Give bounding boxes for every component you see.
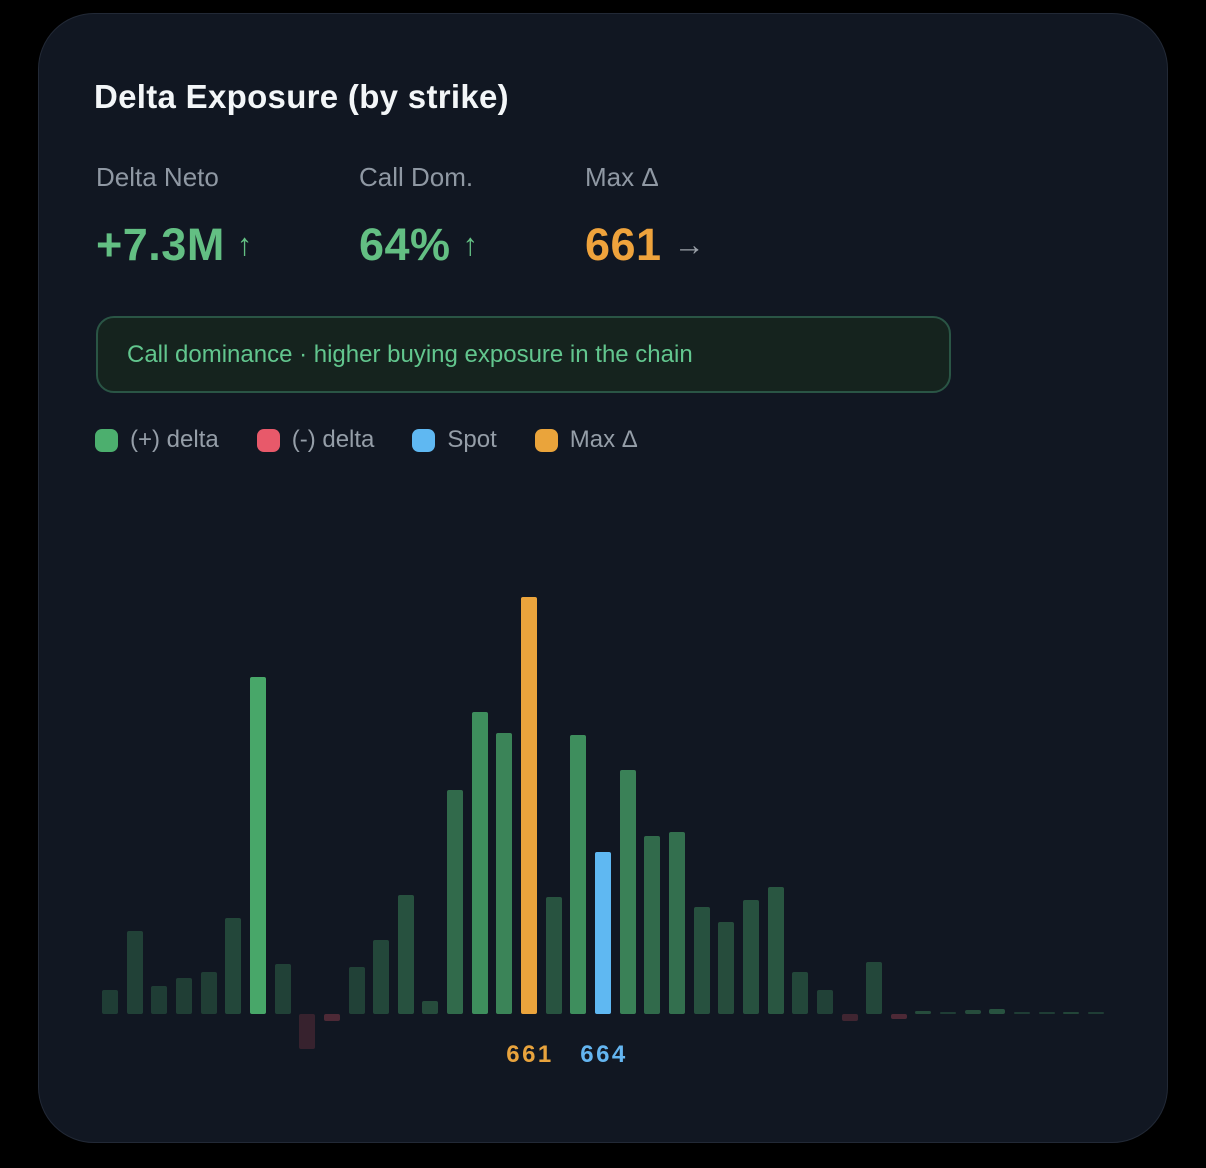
stat-value-call-dom: 64% ↑ [359, 220, 479, 270]
bar-negative-delta-8[interactable] [299, 1014, 315, 1049]
dominance-banner: Call dominance · higher buying exposure … [96, 316, 951, 393]
legend-item-max-delta[interactable]: Max Δ [534, 426, 638, 454]
bar-positive-delta-21[interactable] [620, 770, 636, 1014]
bar-positive-delta-2[interactable] [151, 986, 167, 1014]
bar-positive-delta-37[interactable] [1014, 1012, 1030, 1014]
bar-positive-delta-15[interactable] [472, 712, 488, 1014]
stat-label-max-delta: Max Δ [585, 162, 659, 192]
page-title: Delta Exposure (by strike) [94, 78, 509, 115]
bar-positive-delta-19[interactable] [570, 735, 586, 1014]
bar-positive-delta-34[interactable] [940, 1012, 956, 1014]
legend-label: Max Δ [569, 426, 638, 453]
max-delta-swatch-icon [534, 428, 558, 452]
stat-label-delta-neto: Delta Neto [96, 162, 219, 192]
stat-max-delta: Max Δ 661 → [585, 162, 705, 270]
bar-positive-delta-24[interactable] [694, 907, 710, 1014]
bar-positive-delta-39[interactable] [1063, 1012, 1079, 1014]
bar-positive-delta-3[interactable] [176, 978, 192, 1014]
x-axis-label-max-delta: 661 [506, 1041, 554, 1068]
bar-negative-delta-32[interactable] [891, 1014, 907, 1019]
stat-delta-neto: Delta Neto +7.3M ↑ [96, 162, 253, 270]
bar-positive-delta-6[interactable] [250, 677, 266, 1014]
bar-positive-delta-23[interactable] [669, 832, 685, 1014]
bar-positive-delta-1[interactable] [127, 931, 143, 1014]
bar-positive-delta-10[interactable] [349, 967, 365, 1014]
bar-negative-delta-30[interactable] [842, 1014, 858, 1021]
bar-positive-delta-36[interactable] [989, 1009, 1005, 1014]
bar-positive-delta-40[interactable] [1088, 1012, 1104, 1014]
legend-item-negative-delta[interactable]: (-) delta [256, 426, 375, 454]
negative-delta-swatch-icon [256, 428, 280, 452]
legend-label: (-) delta [291, 426, 375, 453]
bar-positive-delta-18[interactable] [546, 897, 562, 1014]
stat-value-text: 661 [585, 219, 662, 270]
bar-positive-delta-29[interactable] [817, 990, 833, 1014]
bar-positive-delta-31[interactable] [866, 962, 882, 1014]
bar-positive-delta-22[interactable] [644, 836, 660, 1014]
legend: (+) delta (-) delta Spot Max Δ [95, 426, 638, 454]
bar-max-delta-17[interactable] [521, 597, 537, 1014]
delta-exposure-card: Delta Exposure (by strike) Delta Neto +7… [38, 13, 1168, 1143]
banner-text: Call dominance · higher buying exposure … [127, 340, 693, 368]
bar-positive-delta-25[interactable] [718, 922, 734, 1014]
spot-swatch-icon [412, 428, 436, 452]
stat-value-delta-neto: +7.3M ↑ [96, 220, 253, 270]
bar-positive-delta-14[interactable] [447, 790, 463, 1014]
up-arrow-icon: ↑ [462, 227, 479, 262]
legend-label: (+) delta [130, 426, 219, 453]
delta-by-strike-chart [102, 548, 1112, 1049]
x-axis-label-spot: 664 [580, 1041, 628, 1068]
stat-call-dominance: Call Dom. 64% ↑ [359, 162, 479, 270]
bar-positive-delta-38[interactable] [1039, 1012, 1055, 1014]
bar-positive-delta-11[interactable] [373, 940, 389, 1014]
bar-positive-delta-35[interactable] [965, 1010, 981, 1014]
stat-label-call-dom: Call Dom. [359, 162, 474, 192]
bar-positive-delta-12[interactable] [398, 895, 414, 1014]
stat-value-text: 64% [359, 219, 451, 270]
legend-item-positive-delta[interactable]: (+) delta [95, 426, 219, 454]
bar-positive-delta-26[interactable] [743, 900, 759, 1014]
bar-positive-delta-7[interactable] [275, 964, 291, 1014]
bar-negative-delta-9[interactable] [324, 1014, 340, 1021]
bar-positive-delta-33[interactable] [915, 1011, 931, 1014]
bar-positive-delta-5[interactable] [225, 918, 241, 1014]
bar-positive-delta-13[interactable] [422, 1001, 438, 1014]
bar-positive-delta-28[interactable] [792, 972, 808, 1014]
stat-value-max-delta: 661 → [585, 220, 705, 270]
bar-positive-delta-27[interactable] [768, 887, 784, 1014]
bar-spot-20[interactable] [595, 852, 611, 1014]
bar-positive-delta-4[interactable] [201, 972, 217, 1014]
bar-positive-delta-16[interactable] [496, 733, 512, 1014]
positive-delta-swatch-icon [95, 428, 118, 452]
bar-positive-delta-0[interactable] [102, 990, 118, 1014]
up-arrow-icon: ↑ [236, 227, 253, 262]
stat-value-text: +7.3M [96, 219, 225, 270]
legend-label: Spot [447, 426, 497, 453]
right-arrow-icon: → [673, 227, 706, 262]
legend-item-spot[interactable]: Spot [412, 426, 497, 454]
